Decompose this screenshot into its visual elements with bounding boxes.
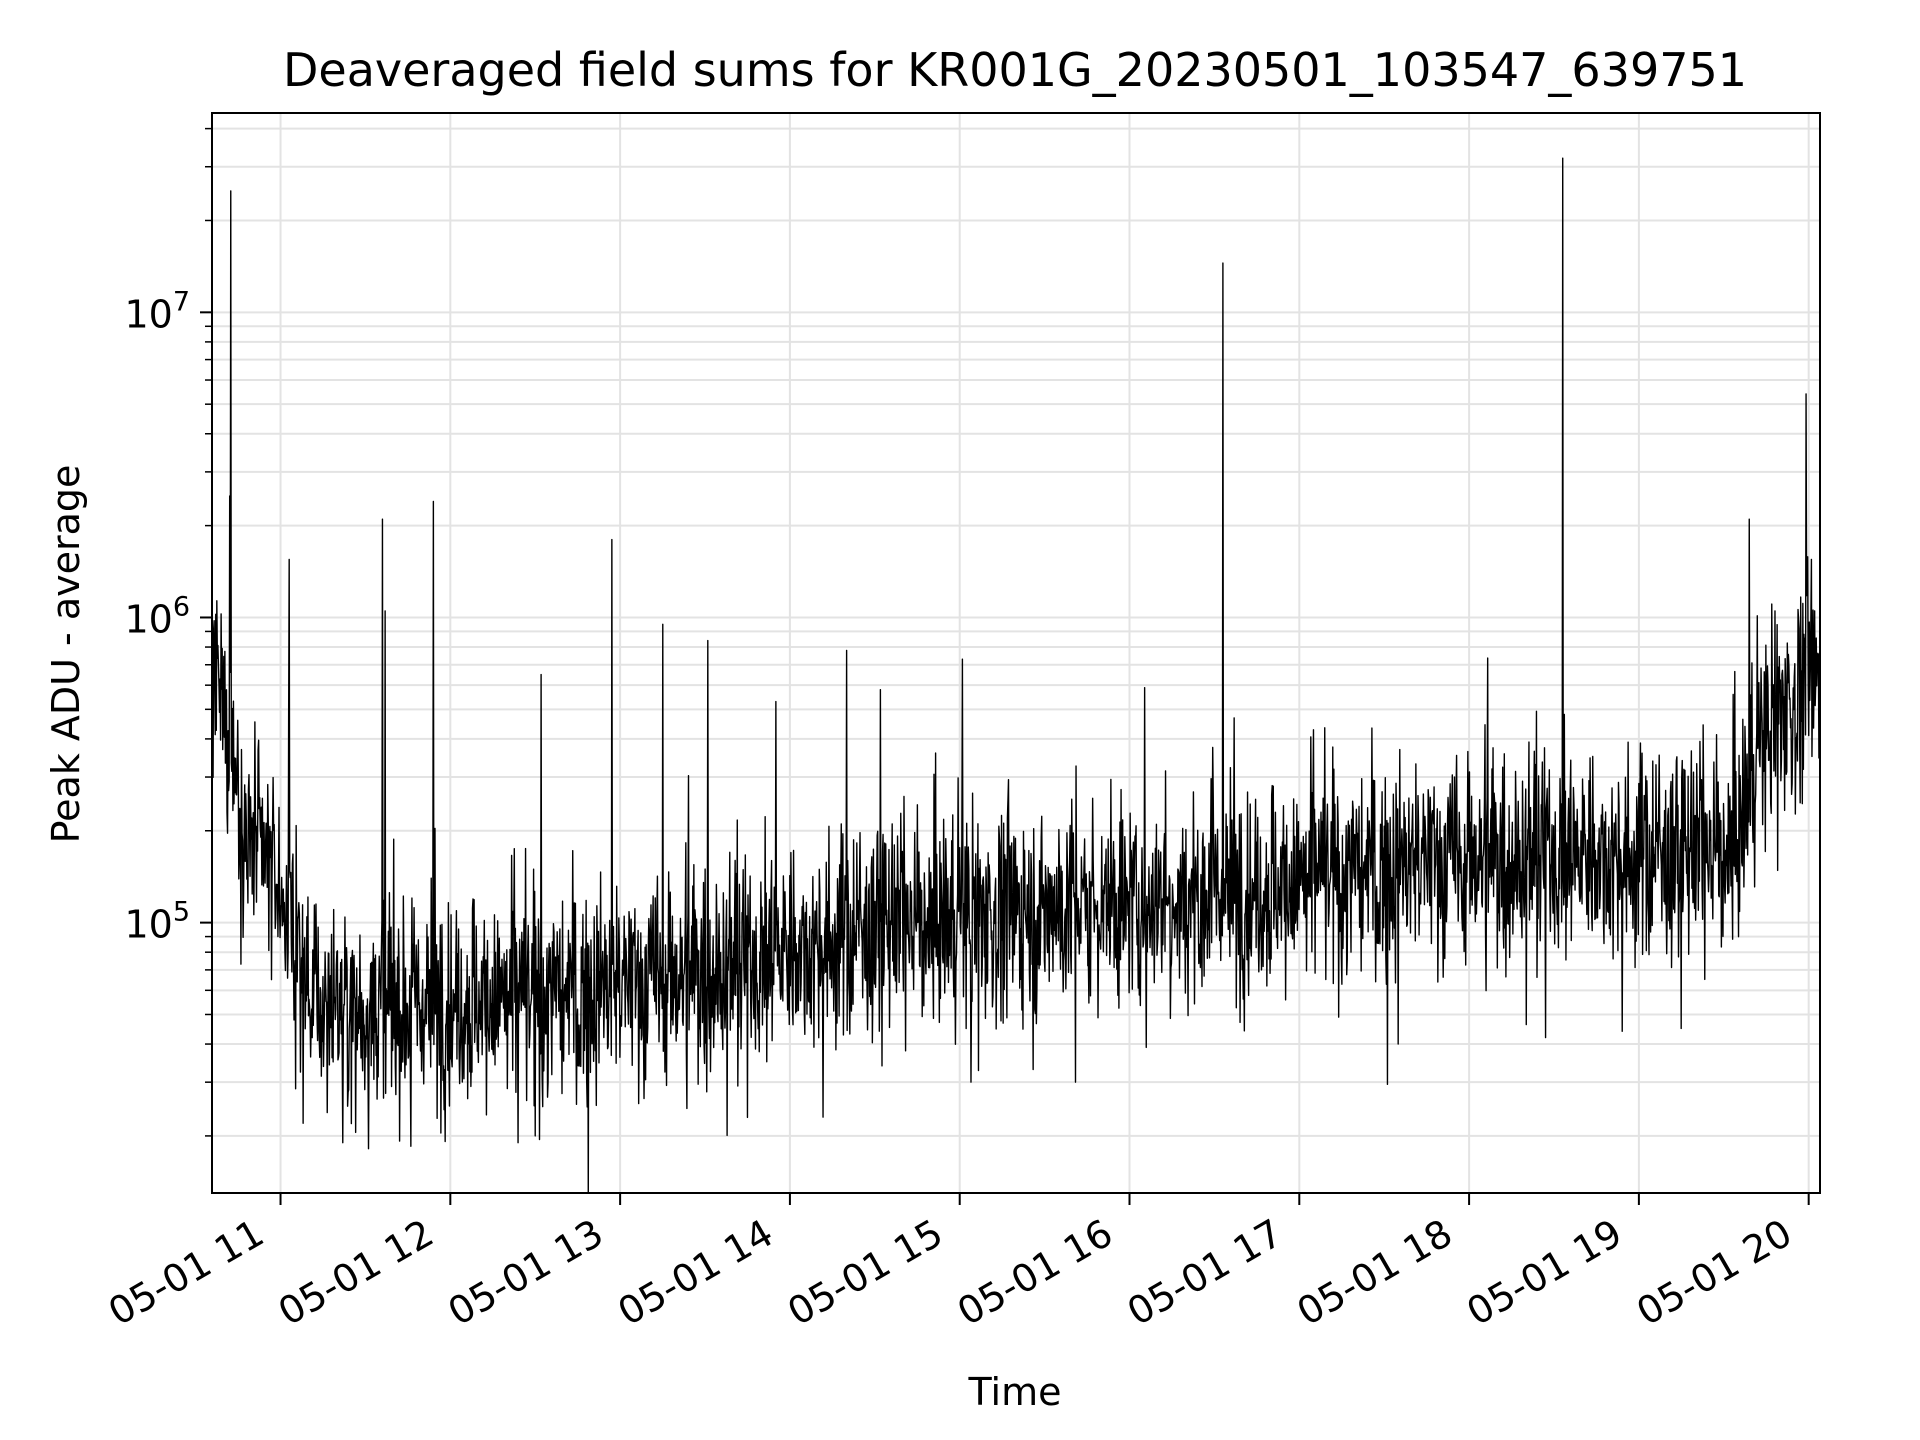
y-tick-label-base: 10 [124, 903, 172, 947]
y-tick-label-exponent: 6 [173, 591, 190, 622]
y-tick-label: 106 [124, 591, 190, 641]
y-tick-label-base: 10 [124, 597, 172, 641]
plot-frame [211, 112, 1821, 1194]
y-tick-label-exponent: 5 [173, 897, 190, 928]
y-tick-label-exponent: 7 [173, 286, 190, 317]
x-axis-label: Time [968, 1370, 1062, 1414]
y-tick-label: 107 [124, 286, 190, 336]
plot-area [212, 157, 1820, 1193]
chart-title: Deaveraged field sums for KR001G_2023050… [283, 43, 1747, 97]
y-tick-label: 105 [124, 897, 190, 947]
y-tick-label-base: 10 [124, 292, 172, 336]
series-line [212, 157, 1820, 1193]
y-axis-label: Peak ADU - average [44, 465, 88, 844]
grid [212, 113, 1820, 1193]
